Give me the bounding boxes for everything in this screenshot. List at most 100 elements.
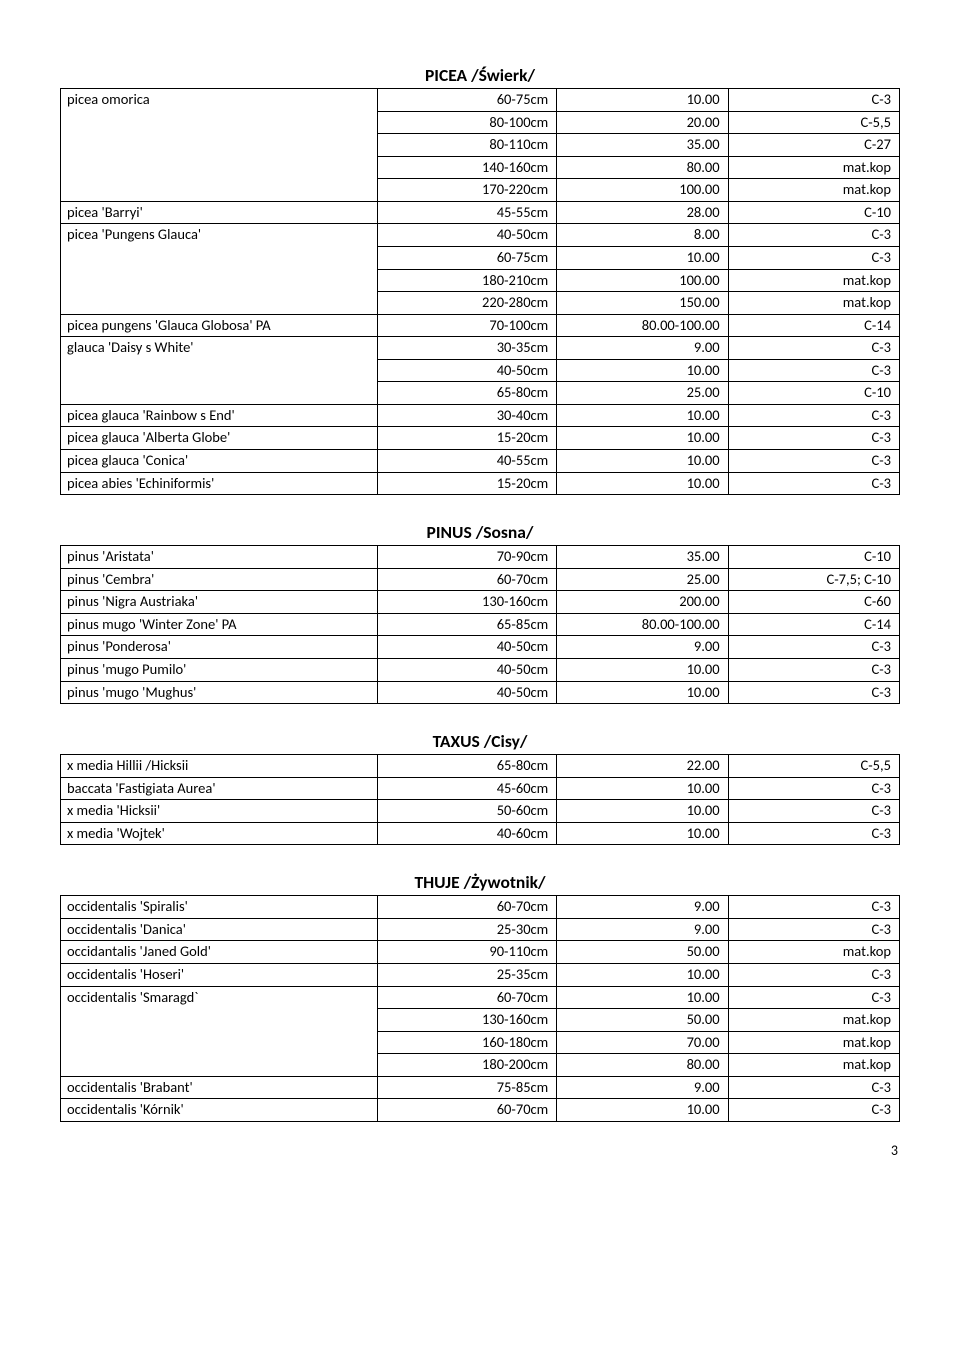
cell-size: 50-60cm <box>378 800 557 823</box>
cell-code: mat.kop <box>728 941 899 964</box>
cell-name: x media 'Wojtek' <box>61 822 378 845</box>
cell-name: occidentalis 'Spiralis' <box>61 896 378 919</box>
cell-name: picea 'Pungens Glauca' <box>61 224 378 314</box>
cell-size: 60-70cm <box>378 896 557 919</box>
cell-size: 180-210cm <box>378 269 557 292</box>
cell-code: C-3 <box>728 800 899 823</box>
table-row: glauca 'Daisy s White'30-35cm9.00C-3 <box>61 337 900 360</box>
cell-size: 40-50cm <box>378 359 557 382</box>
cell-size: 25-35cm <box>378 964 557 987</box>
table-row: picea abies 'Echiniformis'15-20cm10.00C-… <box>61 472 900 495</box>
cell-price: 10.00 <box>557 800 728 823</box>
table-row: pinus 'mugo Pumilo'40-50cm10.00C-3 <box>61 658 900 681</box>
cell-size: 25-30cm <box>378 918 557 941</box>
cell-code: mat.kop <box>728 1054 899 1077</box>
table-row: picea glauca 'Alberta Globe'15-20cm10.00… <box>61 427 900 450</box>
cell-name: picea omorica <box>61 89 378 202</box>
cell-size: 45-60cm <box>378 777 557 800</box>
cell-price: 10.00 <box>557 681 728 704</box>
cell-code: C-3 <box>728 337 899 360</box>
cell-price: 10.00 <box>557 472 728 495</box>
cell-size: 30-35cm <box>378 337 557 360</box>
cell-code: C-3 <box>728 427 899 450</box>
cell-code: C-3 <box>728 359 899 382</box>
cell-name: picea glauca 'Rainbow s End' <box>61 404 378 427</box>
cell-price: 35.00 <box>557 134 728 157</box>
table-row: picea omorica60-75cm10.00C-3 <box>61 89 900 112</box>
cell-code: mat.kop <box>728 156 899 179</box>
table-row: picea pungens 'Glauca Globosa' PA70-100c… <box>61 314 900 337</box>
table-row: picea glauca 'Rainbow s End'30-40cm10.00… <box>61 404 900 427</box>
cell-code: C-10 <box>728 382 899 405</box>
cell-price: 10.00 <box>557 986 728 1009</box>
cell-size: 60-70cm <box>378 986 557 1009</box>
section-title: THUJE /Żywotnik/ <box>60 871 900 893</box>
cell-code: mat.kop <box>728 1031 899 1054</box>
table-row: pinus mugo 'Winter Zone' PA65-85cm80.00-… <box>61 613 900 636</box>
cell-code: C-3 <box>728 636 899 659</box>
cell-name: picea glauca 'Conica' <box>61 450 378 473</box>
cell-code: C-3 <box>728 658 899 681</box>
cell-name: occidentalis 'Smaragd` <box>61 986 378 1076</box>
table-row: pinus 'Cembra'60-70cm25.00C-7,5; C-10 <box>61 568 900 591</box>
cell-size: 60-70cm <box>378 1099 557 1122</box>
cell-code: mat.kop <box>728 1009 899 1032</box>
cell-size: 40-50cm <box>378 636 557 659</box>
cell-price: 9.00 <box>557 918 728 941</box>
cell-size: 60-75cm <box>378 246 557 269</box>
table-row: occidentalis 'Kórnik'60-70cm10.00C-3 <box>61 1099 900 1122</box>
cell-size: 140-160cm <box>378 156 557 179</box>
cell-price: 100.00 <box>557 269 728 292</box>
table-row: occidentalis 'Hoseri'25-35cm10.00C-3 <box>61 964 900 987</box>
cell-size: 130-160cm <box>378 1009 557 1032</box>
cell-size: 130-160cm <box>378 591 557 614</box>
cell-price: 10.00 <box>557 450 728 473</box>
cell-size: 75-85cm <box>378 1076 557 1099</box>
cell-code: C-3 <box>728 918 899 941</box>
table-row: x media 'Hicksii'50-60cm10.00C-3 <box>61 800 900 823</box>
cell-size: 45-55cm <box>378 201 557 224</box>
cell-code: C-10 <box>728 201 899 224</box>
cell-name: pinus 'Ponderosa' <box>61 636 378 659</box>
cell-price: 10.00 <box>557 404 728 427</box>
document-body: PICEA /Świerk/picea omorica60-75cm10.00C… <box>60 64 900 1122</box>
cell-price: 100.00 <box>557 179 728 202</box>
cell-name: picea abies 'Echiniformis' <box>61 472 378 495</box>
cell-name: pinus 'mugo Pumilo' <box>61 658 378 681</box>
table-row: pinus 'mugo 'Mughus'40-50cm10.00C-3 <box>61 681 900 704</box>
table-row: pinus 'Aristata'70-90cm35.00C-10 <box>61 546 900 569</box>
cell-price: 150.00 <box>557 292 728 315</box>
cell-size: 65-85cm <box>378 613 557 636</box>
cell-price: 35.00 <box>557 546 728 569</box>
cell-code: C-14 <box>728 314 899 337</box>
cell-name: picea 'Barryi' <box>61 201 378 224</box>
cell-size: 15-20cm <box>378 472 557 495</box>
cell-code: C-3 <box>728 450 899 473</box>
price-table: picea omorica60-75cm10.00C-380-100cm20.0… <box>60 88 900 495</box>
section-title: TAXUS /Cisy/ <box>60 730 900 752</box>
cell-price: 22.00 <box>557 755 728 778</box>
cell-name: baccata 'Fastigiata Aurea' <box>61 777 378 800</box>
cell-price: 9.00 <box>557 896 728 919</box>
price-table: occidentalis 'Spiralis'60-70cm9.00C-3occ… <box>60 895 900 1122</box>
table-row: pinus 'Ponderosa'40-50cm9.00C-3 <box>61 636 900 659</box>
cell-code: C-3 <box>728 822 899 845</box>
cell-name: x media Hillii /Hicksii <box>61 755 378 778</box>
cell-price: 9.00 <box>557 1076 728 1099</box>
cell-code: C-3 <box>728 472 899 495</box>
cell-name: occidentalis 'Kórnik' <box>61 1099 378 1122</box>
cell-code: mat.kop <box>728 269 899 292</box>
table-row: baccata 'Fastigiata Aurea'45-60cm10.00C-… <box>61 777 900 800</box>
table-row: occidantalis 'Janed Gold'90-110cm50.00ma… <box>61 941 900 964</box>
table-row: x media Hillii /Hicksii65-80cm22.00C-5,5 <box>61 755 900 778</box>
cell-code: C-3 <box>728 224 899 247</box>
cell-size: 40-50cm <box>378 224 557 247</box>
cell-price: 200.00 <box>557 591 728 614</box>
cell-code: C-27 <box>728 134 899 157</box>
cell-size: 80-100cm <box>378 111 557 134</box>
cell-price: 10.00 <box>557 777 728 800</box>
cell-code: C-10 <box>728 546 899 569</box>
cell-code: C-5,5 <box>728 111 899 134</box>
cell-price: 10.00 <box>557 964 728 987</box>
cell-price: 80.00-100.00 <box>557 613 728 636</box>
